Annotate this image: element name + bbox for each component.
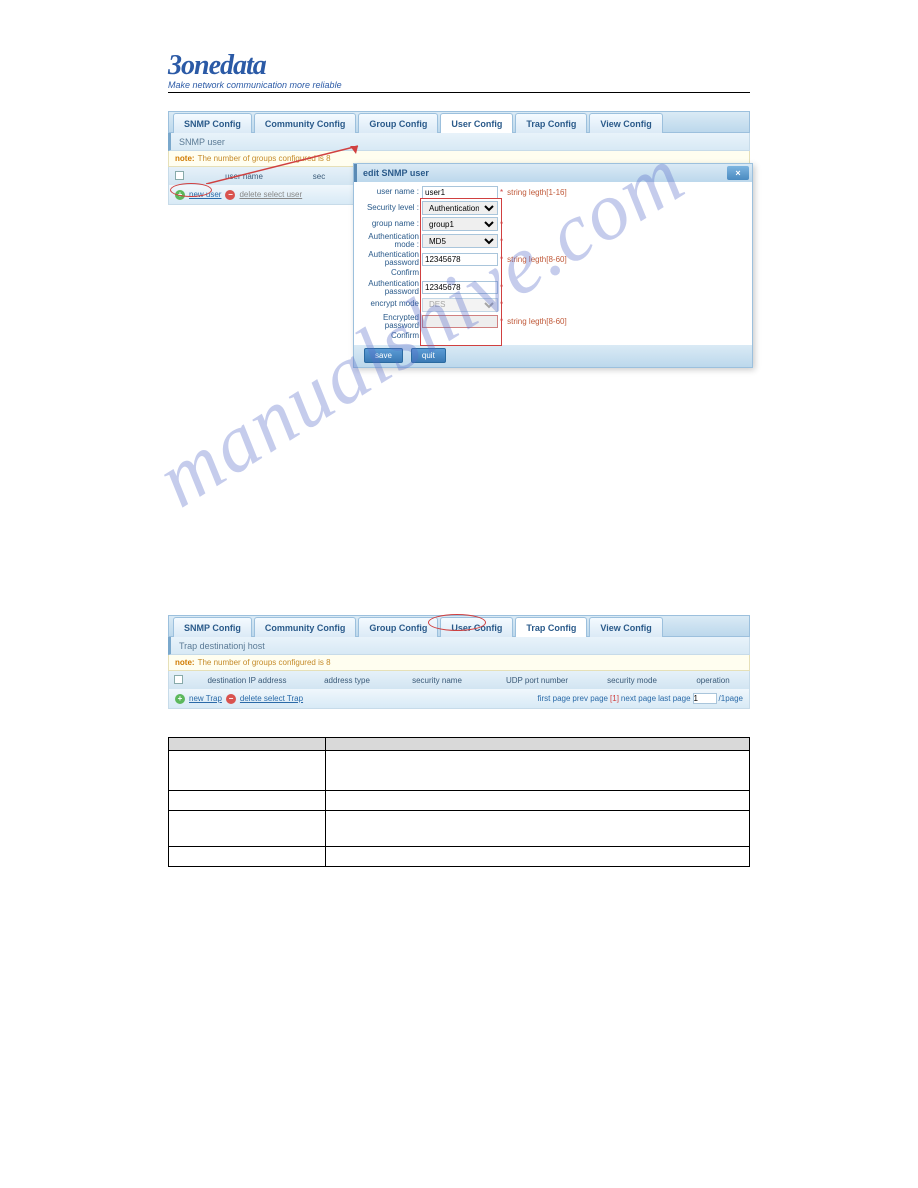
delete-icon: − — [225, 190, 235, 200]
col-operation: operation — [677, 676, 749, 685]
definition-table — [168, 737, 750, 867]
confirm-label: Confirm — [360, 269, 422, 278]
tab-community-config[interactable]: Community Config — [254, 113, 357, 133]
table-row — [325, 847, 749, 867]
note-label-2: note: — [175, 658, 195, 667]
required-star: * — [500, 300, 503, 309]
quit-button[interactable]: quit — [411, 348, 446, 363]
required-star: * — [500, 317, 503, 326]
col-sec-name: security name — [387, 676, 487, 685]
delete-trap-button[interactable]: delete select Trap — [240, 694, 303, 703]
close-icon[interactable]: × — [727, 166, 749, 180]
required-star: * — [500, 188, 503, 197]
encrypt-mode-label: encrypt mode — [360, 300, 422, 309]
hint-username: string legth[1-16] — [507, 188, 567, 197]
col-udp-port: UDP port number — [487, 676, 587, 685]
encrypted-password-field[interactable] — [422, 315, 498, 328]
note-text: The number of groups configured is 8 — [198, 154, 331, 163]
note-label: note: — [175, 154, 195, 163]
logo-brand: 3onedata — [168, 50, 750, 82]
tab2-snmp-config[interactable]: SNMP Config — [173, 617, 252, 637]
required-star: * — [500, 220, 503, 229]
annotation-circle-trap-tab — [428, 614, 486, 631]
logo-block: 3onedata Make network communication more… — [168, 50, 750, 93]
table-row — [325, 811, 749, 847]
col-sec: sec — [299, 172, 339, 181]
tab2-group-config[interactable]: Group Config — [358, 617, 438, 637]
screenshot-trap-config: SNMP Config Community Config Group Confi… — [168, 615, 750, 709]
tab2-trap-config[interactable]: Trap Config — [515, 617, 587, 637]
auth-password-field[interactable] — [422, 253, 498, 266]
plus-icon-2: + — [175, 694, 185, 704]
pager-current: [1] — [610, 694, 619, 703]
section-title: SNMP user — [168, 133, 750, 151]
tab2-community-config[interactable]: Community Config — [254, 617, 357, 637]
checkbox-all[interactable] — [175, 171, 184, 180]
edit-snmp-user-dialog: edit SNMP user × user name : * string le… — [353, 163, 753, 368]
required-star: * — [500, 255, 503, 264]
pager-input[interactable] — [693, 693, 717, 704]
security-level-label: Security level : — [360, 204, 422, 213]
auth-password-label: Authenticationpassword — [360, 251, 422, 267]
auth-mode-select[interactable]: MD5 — [422, 234, 498, 248]
delete-icon-2: − — [226, 694, 236, 704]
defhead-left — [169, 738, 326, 751]
auth-password2-label: Authenticationpassword — [360, 280, 422, 296]
confirm2-label: Confirm — [360, 332, 422, 341]
tabbar-1: SNMP Config Community Config Group Confi… — [168, 111, 750, 133]
col-sec-mode: security mode — [587, 676, 677, 685]
pager-total: /1page — [719, 694, 743, 703]
col-addr-type: address type — [307, 676, 387, 685]
required-star: * — [500, 283, 503, 292]
checkbox-all-2[interactable] — [174, 675, 183, 684]
note-text-2: The number of groups configured is 8 — [198, 658, 331, 667]
table-row — [325, 751, 749, 791]
dialog-header: edit SNMP user × — [354, 164, 752, 182]
encrypt-mode-select[interactable]: DES — [422, 298, 498, 312]
required-star: * — [500, 237, 503, 246]
pager-next[interactable]: next page — [621, 694, 656, 703]
table-row — [325, 791, 749, 811]
user-name-label: user name : — [360, 188, 422, 197]
col-dest-ip: destination IP address — [187, 676, 307, 685]
pager: first page prev page [1] next page last … — [538, 693, 743, 704]
table-row — [169, 791, 326, 811]
pager-first[interactable]: first page — [538, 694, 571, 703]
group-name-select[interactable]: group1 — [422, 217, 498, 231]
delete-user-button[interactable]: delete select user — [239, 190, 302, 199]
tab-trap-config[interactable]: Trap Config — [515, 113, 587, 133]
user-name-field[interactable] — [422, 186, 498, 199]
auth-password2-field[interactable] — [422, 281, 498, 294]
table-row — [169, 751, 326, 791]
defhead-right — [325, 738, 749, 751]
action-bar-2: + new Trap − delete select Trap first pa… — [168, 689, 750, 709]
new-trap-button[interactable]: new Trap — [189, 694, 222, 703]
save-button[interactable]: save — [364, 348, 403, 363]
logo-tagline: Make network communication more reliable — [168, 80, 750, 90]
group-name-label: group name : — [360, 220, 422, 229]
tab-group-config[interactable]: Group Config — [358, 113, 438, 133]
auth-mode-label: Authenticationmode : — [360, 233, 422, 249]
dialog-title: edit SNMP user — [363, 168, 429, 178]
screenshot-snmp-user: SNMP Config Community Config Group Confi… — [168, 111, 750, 205]
section-title-2: Trap destinationj host — [168, 637, 750, 655]
tab-view-config[interactable]: View Config — [589, 113, 662, 133]
note-bar-2: note: The number of groups configured is… — [168, 655, 750, 671]
table-row — [169, 847, 326, 867]
hint-encpw: string legth[8-60] — [507, 317, 567, 326]
dialog-footer: save quit — [354, 345, 752, 367]
pager-last[interactable]: last page — [658, 694, 690, 703]
annotation-circle-newuser — [170, 183, 212, 197]
hint-authpw: string legth[8-60] — [507, 255, 567, 264]
pager-prev[interactable]: prev page — [572, 694, 608, 703]
table-header-2: destination IP address address type secu… — [168, 671, 750, 689]
col-user-name: user name — [189, 172, 299, 181]
table-row — [169, 811, 326, 847]
security-level-select[interactable]: Authentication and n — [422, 201, 498, 215]
tab-user-config[interactable]: User Config — [440, 113, 513, 133]
encrypted-password-label: Encryptedpassword — [360, 314, 422, 330]
tab-snmp-config[interactable]: SNMP Config — [173, 113, 252, 133]
tab2-view-config[interactable]: View Config — [589, 617, 662, 637]
